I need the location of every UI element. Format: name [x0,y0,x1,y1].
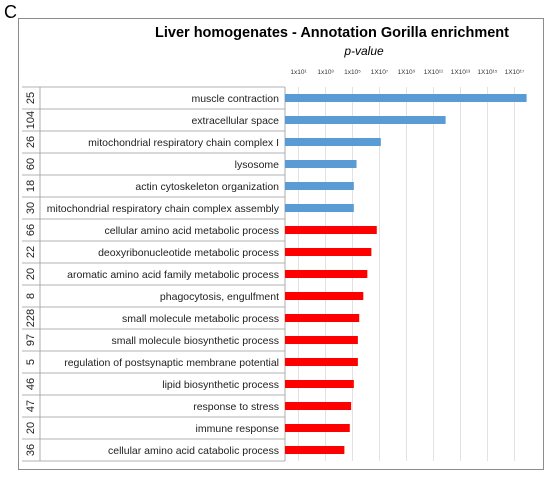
category-label: actin cytoskeleton organization [135,181,279,193]
gene-count: 104 [25,111,37,129]
category-label: aromatic amino acid family metabolic pro… [67,269,279,281]
gene-count: 97 [25,334,37,346]
bar [285,204,354,212]
gene-count: 36 [25,444,37,456]
x-tick-label: 1x10¹ [290,69,307,76]
category-label: cellular amino acid metabolic process [105,225,280,237]
bar [285,138,381,146]
bar [285,226,377,234]
bar [285,402,352,410]
x-tick-labels: 1x10¹ 1x10³ 1x10⁵ 1X10⁷ 1X10⁹ 1X10¹¹ 1X10¹³ 1X1… [290,69,525,76]
x-axis-label: p-value [343,44,384,58]
bar [285,270,368,278]
bar [285,94,527,102]
gene-count: 30 [25,202,37,214]
gene-count: 20 [25,268,37,280]
bar [285,336,358,344]
x-tick-label: 1X10¹⁵ [477,69,497,76]
category-label: deoxyribonucleotide metabolic process [98,247,279,259]
category-label: regulation of postsynaptic membrane pote… [64,357,279,369]
gene-count: 47 [25,400,37,412]
chart-frame [18,18,544,470]
x-tick-label: 1X10⁹ [397,69,415,76]
panel-letter: C [4,2,17,22]
chart-title: Liver homogenates - Annotation Gorilla e… [155,25,509,41]
gene-count: 25 [25,92,37,104]
gene-count: 66 [25,224,37,236]
category-label: extracellular space [191,115,279,127]
bar [285,446,345,454]
gene-count: 228 [25,309,37,327]
bar [285,358,358,366]
bar [285,314,360,322]
category-label: immune response [196,423,280,435]
gene-count: 5 [25,359,37,365]
bar [285,248,372,256]
category-label: mitochondrial respiratory chain complex … [88,137,279,149]
category-label: response to stress [193,401,279,413]
x-tick-label: 1x10⁵ [344,69,361,76]
bar [285,380,354,388]
bar-rows: 25 muscle contraction 104 extracellular spa… [22,86,527,462]
bar [285,116,446,124]
gene-count: 18 [25,180,37,192]
category-label: muscle contraction [191,93,279,105]
gene-count: 22 [25,246,37,258]
gene-count: 60 [25,158,37,170]
bar [285,160,357,168]
gene-count: 20 [25,422,37,434]
category-label: lipid biosynthetic process [162,379,279,391]
category-label: cellular amino acid catabolic process [108,445,279,457]
x-tick-label: 1X10⁷ [371,69,389,76]
gene-count: 46 [25,378,37,390]
bar [285,292,364,300]
category-label: mitochondrial respiratory chain complex … [47,203,280,215]
gene-count: 8 [25,293,37,299]
category-label: small molecule metabolic process [122,313,279,325]
x-tick-label: 1X10¹¹ [424,69,444,76]
gene-count: 26 [25,136,37,148]
category-label: phagocytosis, engulfment [160,291,279,303]
category-label: lysosome [235,159,280,171]
x-tick-label: 1x10³ [317,69,334,76]
category-label: small molecule biosynthetic process [112,335,280,347]
x-tick-label: 1X10¹⁷ [505,69,525,76]
x-tick-label: 1X10¹³ [451,69,471,76]
bar [285,424,350,432]
bar [285,182,354,190]
